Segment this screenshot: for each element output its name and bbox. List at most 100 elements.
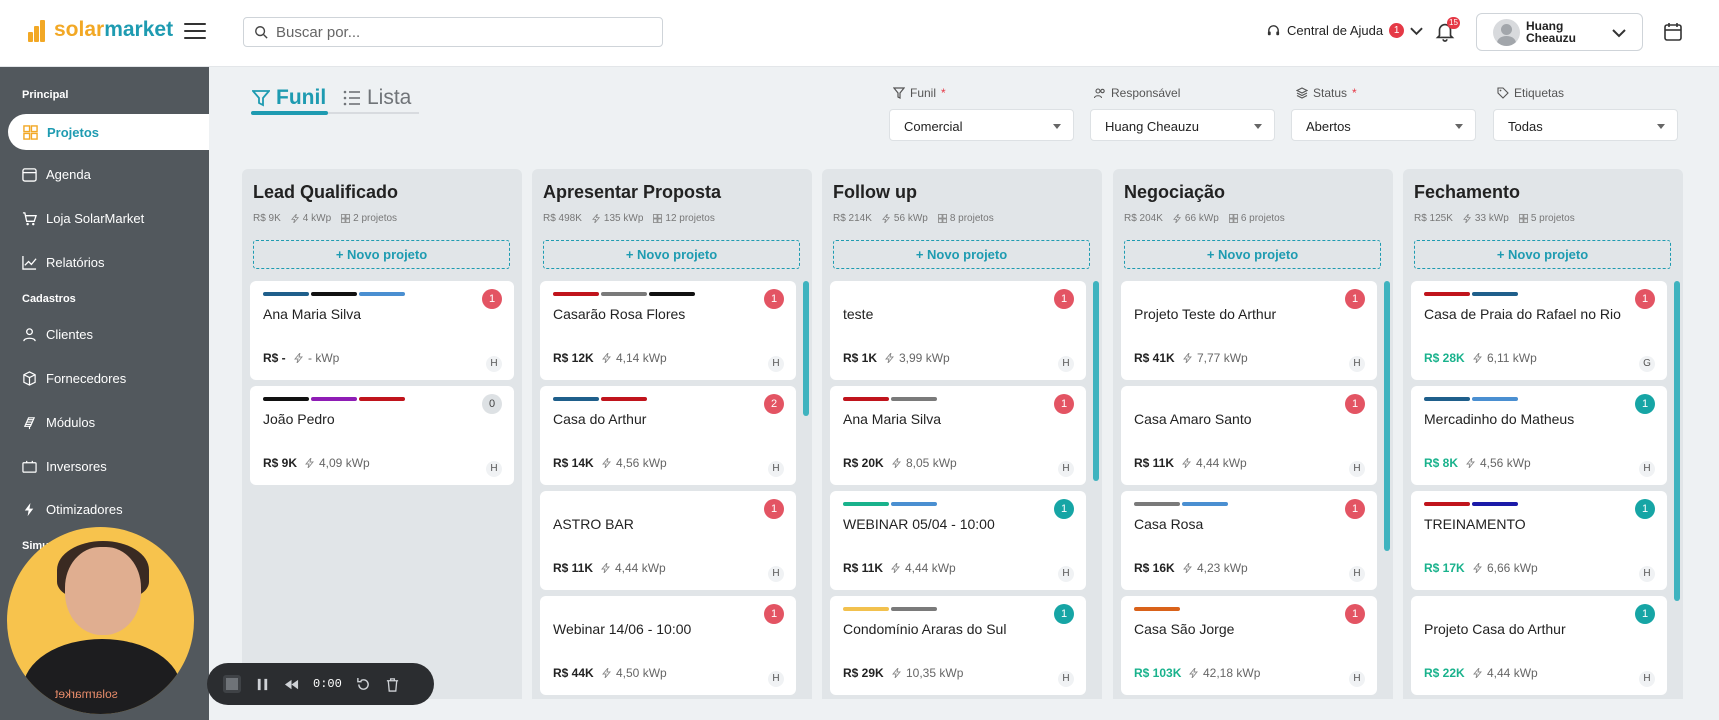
new-project-button[interactable]: + Novo projeto (253, 240, 510, 269)
project-card[interactable]: 1 Ana Maria Silva R$ 20K 8,05 kWp H (830, 386, 1086, 485)
card-owner-initial: H (768, 356, 784, 372)
bolt-icon (601, 563, 610, 573)
notifications-button[interactable]: 15 (1434, 17, 1460, 44)
card-value: R$ 41K (1134, 351, 1175, 365)
project-card[interactable]: 1 Webinar 14/06 - 10:00 R$ 44K 4,50 kWp H (540, 596, 796, 695)
card-owner-initial: H (768, 671, 784, 687)
card-value: R$ 9K (263, 456, 298, 470)
project-card[interactable]: 1 Mercadinho do Matheus R$ 8K 4,56 kWp H (1411, 386, 1667, 485)
logo-icon (28, 18, 50, 42)
sidebar-item-label: Fornecedores (46, 370, 127, 386)
stop-icon[interactable] (223, 675, 241, 693)
tag-bar (891, 502, 937, 506)
bolt-icon (294, 353, 303, 363)
project-card[interactable]: 1 Casa Amaro Santo R$ 11K 4,44 kWp H (1121, 386, 1377, 485)
project-card[interactable]: 1 TREINAMENTO R$ 17K 6,66 kWp H (1411, 491, 1667, 590)
tab-lista-label: Lista (367, 86, 412, 109)
card-owner-initial: H (1349, 461, 1365, 477)
rewind-icon[interactable] (284, 677, 299, 692)
tab-underline (251, 112, 419, 114)
column-scrollbar[interactable] (803, 281, 809, 416)
sidebar-item-projetos[interactable]: Projetos (8, 114, 209, 150)
new-project-button[interactable]: + Novo projeto (833, 240, 1090, 269)
project-card[interactable]: 2 Casa do Arthur R$ 14K 4,56 kWp H (540, 386, 796, 485)
filter-status-select[interactable]: Abertos (1291, 109, 1476, 141)
card-name: Ana Maria Silva (263, 306, 362, 322)
tag-bar (1472, 292, 1518, 296)
tag-bar (843, 397, 889, 401)
card-count-badge: 1 (1054, 394, 1074, 414)
new-project-button[interactable]: + Novo projeto (543, 240, 800, 269)
bolt-icon (591, 214, 600, 223)
project-card[interactable]: 1 teste R$ 1K 3,99 kWp H (830, 281, 1086, 380)
project-card[interactable]: 1 Ana Maria Silva R$ - - kWp H (250, 281, 514, 380)
project-card[interactable]: 1 Casarão Rosa Flores R$ 12K 4,14 kWp H (540, 281, 796, 380)
card-kwp: 4,44 kWp (1182, 456, 1247, 470)
project-card[interactable]: 1 Casa de Praia do Rafael no Rio R$ 28K 6,1… (1411, 281, 1667, 380)
search-box[interactable] (243, 17, 663, 47)
card-owner-initial: H (1349, 671, 1365, 687)
column-value: R$ 204K (1124, 213, 1163, 224)
card-name: WEBINAR 05/04 - 10:00 (843, 516, 995, 532)
calendar-icon[interactable] (1663, 22, 1683, 42)
help-center[interactable]: Central de Ajuda 1 (1266, 23, 1423, 38)
tab-lista[interactable]: Lista (343, 86, 411, 110)
card-kwp: 8,05 kWp (892, 456, 957, 470)
brand-logo[interactable]: solarmarket (28, 18, 173, 42)
sidebar-item-otimizadores[interactable]: Otimizadores (22, 496, 123, 522)
card-kwp: 4,56 kWp (602, 456, 667, 470)
tag-bar (553, 397, 599, 401)
column-scrollbar[interactable] (1384, 281, 1390, 551)
user-menu[interactable]: Huang Cheauzu (1476, 13, 1643, 51)
card-owner-initial: H (1639, 671, 1655, 687)
pipeline-column: Follow up R$ 214K 56 kWp 8 projetos + Novo p… (822, 169, 1102, 699)
column-scrollbar[interactable] (1093, 281, 1099, 481)
project-card[interactable]: 1 WEBINAR 05/04 - 10:00 R$ 11K 4,44 kWp H (830, 491, 1086, 590)
pipeline-column: Negociação R$ 204K 66 kWp 6 projetos + Novo … (1113, 169, 1393, 699)
card-kwp: 4,14 kWp (602, 351, 667, 365)
sidebar-item-inversores[interactable]: Inversores (22, 453, 107, 479)
bolt-icon (1473, 668, 1482, 678)
card-kwp: 3,99 kWp (885, 351, 950, 365)
card-name: Casa São Jorge (1134, 621, 1235, 637)
filter-responsavel-select[interactable]: Huang Cheauzu (1090, 109, 1275, 141)
sidebar-item-agenda[interactable]: Agenda (22, 161, 91, 187)
tab-funil[interactable]: Funil (252, 86, 326, 110)
project-card[interactable]: 1 ASTRO BAR R$ 11K 4,44 kWp H (540, 491, 796, 590)
filter-funil-select[interactable]: Comercial (889, 109, 1074, 141)
sidebar-item-modulos[interactable]: Módulos (22, 409, 95, 435)
project-card[interactable]: 1 Projeto Teste do Arthur R$ 41K 7,77 kWp H (1121, 281, 1377, 380)
project-card[interactable]: 1 Projeto Casa do Arthur R$ 22K 4,44 kWp H (1411, 596, 1667, 695)
column-scrollbar[interactable] (1674, 281, 1680, 601)
pause-icon[interactable] (255, 677, 270, 692)
menu-toggle-icon[interactable] (184, 23, 206, 41)
bolt-icon (1473, 353, 1482, 363)
filter-funil-label: Funil * (893, 86, 946, 100)
card-value: R$ 103K (1134, 666, 1182, 680)
project-card[interactable]: 1 Casa São Jorge R$ 103K 42,18 kWp H (1121, 596, 1377, 695)
trash-icon[interactable] (385, 677, 400, 692)
sidebar-item-relatorios[interactable]: Relatórios (22, 249, 105, 275)
pipeline-column: Fechamento R$ 125K 33 kWp 5 projetos + Novo … (1403, 169, 1683, 699)
sidebar-section-principal: Principal (22, 89, 69, 101)
filter-etiquetas-select[interactable]: Todas (1493, 109, 1678, 141)
bolt-icon (24, 502, 34, 516)
sidebar-item-fornecedores[interactable]: Fornecedores (22, 365, 126, 391)
bolt-icon (305, 458, 314, 468)
grid-icon (653, 214, 663, 223)
tag-bar (843, 502, 889, 506)
tag-bar (311, 397, 357, 401)
card-count-badge: 1 (1635, 604, 1655, 624)
sidebar-item-clientes[interactable]: Clientes (22, 321, 93, 347)
sidebar-item-loja[interactable]: Loja SolarMarket (22, 205, 144, 231)
restart-icon[interactable] (356, 677, 371, 692)
card-value: R$ 8K (1424, 456, 1459, 470)
new-project-button[interactable]: + Novo projeto (1124, 240, 1381, 269)
search-input[interactable] (276, 23, 656, 41)
project-card[interactable]: 1 Casa Rosa R$ 16K 4,23 kWp H (1121, 491, 1377, 590)
column-stats: R$ 125K 33 kWp 5 projetos (1414, 213, 1575, 224)
project-card[interactable]: 1 Condomínio Araras do Sul R$ 29K 10,35 kWp… (830, 596, 1086, 695)
project-card[interactable]: 0 João Pedro R$ 9K 4,09 kWp H (250, 386, 514, 485)
new-project-button[interactable]: + Novo projeto (1414, 240, 1671, 269)
column-title: Lead Qualificado (253, 182, 399, 202)
